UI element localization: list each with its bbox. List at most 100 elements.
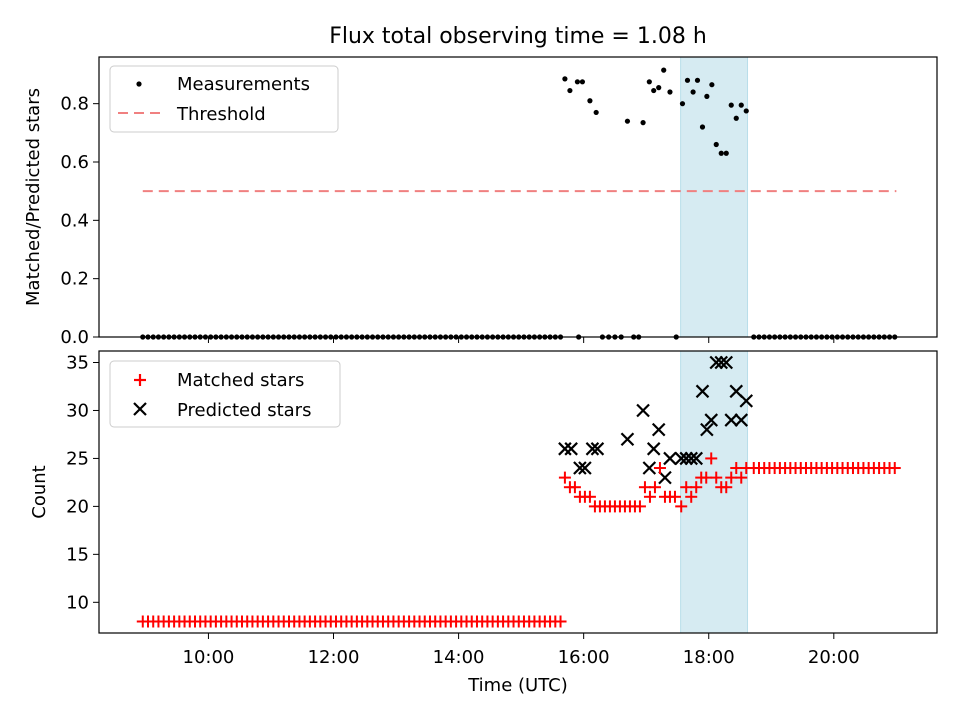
- legend-measurements-label: Measurements: [177, 74, 310, 95]
- x-tick-label: 14:00: [433, 647, 485, 668]
- matched-star-point: [648, 481, 661, 494]
- matched-star-point: [653, 462, 666, 475]
- y-tick-label: 15: [66, 544, 89, 565]
- measurement-point: [713, 141, 719, 148]
- matched-star-point: [680, 481, 693, 494]
- legend-predicted-label: Predicted stars: [177, 400, 311, 421]
- predicted-star-point: [646, 442, 661, 456]
- predicted-star-point: [689, 451, 704, 466]
- matched-star-point: [558, 471, 571, 484]
- matched-star-point: [675, 500, 688, 513]
- legend-matched-label: Matched stars: [177, 370, 304, 391]
- measurement-point: [562, 76, 568, 82]
- count-points: [136, 355, 901, 628]
- x-tick-label: 10:00: [183, 647, 235, 668]
- y-tick-label: 20: [66, 496, 89, 517]
- measurement-point: [567, 87, 573, 94]
- bottom-y-axis-label: Count: [29, 465, 50, 518]
- measurement-point: [593, 109, 599, 116]
- measurement-point: [699, 124, 706, 130]
- predicted-star-point: [679, 451, 694, 466]
- predicted-star-point: [642, 461, 657, 475]
- measurement-point: [661, 67, 667, 73]
- predicted-star-point: [578, 461, 592, 475]
- predicted-star-point: [573, 461, 587, 475]
- predicted-star-point: [684, 451, 699, 466]
- y-tick-label: 35: [66, 353, 89, 374]
- legend-threshold-label: Threshold: [176, 104, 266, 125]
- matched-star-point: [685, 490, 698, 503]
- predicted-star-point: [620, 432, 635, 447]
- measurement-point: [723, 150, 729, 156]
- y-tick-label: 0.8: [60, 94, 89, 115]
- matched-star-point: [720, 481, 733, 494]
- measurement-point: [738, 102, 744, 108]
- predicted-star-point: [558, 442, 572, 456]
- measurement-point: [651, 87, 657, 94]
- measurement-point: [587, 98, 593, 104]
- measurement-point: [667, 89, 673, 95]
- bottom-y-ticks: 10 15 20 25 30 35: [66, 353, 99, 613]
- measurement-point: [679, 101, 686, 107]
- matched-star-point: [710, 471, 723, 484]
- matched-star-point: [668, 490, 681, 503]
- matched-star-point: [888, 462, 901, 475]
- predicted-star-point: [719, 355, 734, 370]
- measurement-point: [579, 79, 586, 85]
- predicted-star-point: [658, 470, 672, 485]
- matched-star-point: [730, 462, 743, 475]
- measurement-point: [728, 102, 734, 108]
- matched-star-point: [633, 500, 646, 513]
- predicted-star-point: [714, 355, 729, 370]
- y-tick-label: 25: [66, 448, 89, 469]
- x-tick-label: 20:00: [808, 647, 860, 668]
- predicted-star-point: [674, 451, 689, 466]
- matched-star-point: [705, 452, 718, 465]
- y-tick-label: 0.4: [60, 210, 89, 231]
- bottom-legend: Matched stars Predicted stars: [109, 360, 341, 428]
- measurement-point: [640, 120, 646, 126]
- predicted-star-point: [585, 442, 600, 456]
- measurement-point: [684, 77, 691, 83]
- matched-star-point: [568, 481, 581, 494]
- matched-star-point: [638, 481, 651, 494]
- y-tick-label: 0.6: [60, 152, 89, 173]
- legend-measurement-marker: [136, 81, 142, 87]
- predicted-star-point: [734, 413, 749, 427]
- predicted-star-point: [709, 355, 724, 370]
- predicted-star-point: [651, 422, 666, 437]
- y-tick-label: 30: [66, 400, 89, 421]
- x-tick-label: 12:00: [308, 647, 360, 668]
- predicted-star-point: [636, 403, 650, 418]
- top-y-ticks: 0.0 0.2 0.4 0.6 0.8: [60, 94, 99, 348]
- top-legend: Measurements Threshold: [109, 65, 339, 133]
- measurement-point: [694, 77, 701, 83]
- matched-star-point: [583, 490, 596, 503]
- top-y-axis-label: Matched/Predicted stars: [23, 88, 44, 306]
- measurement-point: [718, 150, 724, 156]
- matched-star-point: [643, 490, 656, 503]
- bottom-legend-box: [109, 360, 341, 428]
- measurement-point: [733, 115, 739, 121]
- x-tick-label: 16:00: [558, 647, 610, 668]
- measurement-point: [690, 89, 696, 95]
- predicted-star-point: [739, 394, 754, 408]
- matched-star-point: [690, 481, 703, 494]
- measurement-point: [574, 79, 581, 85]
- measurement-point: [709, 82, 715, 88]
- measurement-point: [743, 108, 749, 114]
- y-tick-label: 0.0: [60, 327, 89, 348]
- y-tick-label: 10: [66, 592, 89, 613]
- predicted-star-point: [564, 442, 578, 456]
- bottom-x-ticks: 10:00 12:00 14:00 16:00 18:00 20:00: [183, 633, 860, 668]
- chart-title: Flux total observing time = 1.08 h: [329, 24, 707, 49]
- top-window-band: [680, 56, 749, 338]
- measurement-point: [646, 79, 652, 85]
- measurement-point: [656, 85, 662, 91]
- top-x-ticks: [207, 337, 835, 343]
- top-panel: 0.00.20.40.60.8 Matched/Predicted stars …: [23, 56, 938, 348]
- x-axis-label: Time (UTC): [467, 675, 568, 696]
- matched-star-point: [735, 471, 748, 484]
- legend-matched-marker: [134, 374, 146, 386]
